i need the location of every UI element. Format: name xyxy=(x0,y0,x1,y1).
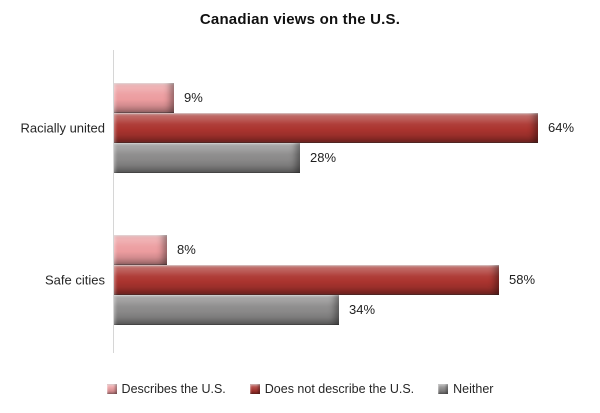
chart-title: Canadian views on the U.S. xyxy=(199,11,401,28)
legend-item-does-not-describe-the-u-s: Does not describe the U.S. xyxy=(249,382,415,396)
legend: Describes the U.S. Does not describe the … xyxy=(0,382,600,396)
legend-swatch-icon xyxy=(249,384,260,394)
category-label-racially-united: Racially united xyxy=(20,120,105,136)
legend-label: Describes the U.S. xyxy=(121,382,226,396)
legend-swatch-icon xyxy=(438,384,449,394)
value-label-does-not-describe-the-u-s-racially-united: 64% xyxy=(548,120,575,135)
bar-neither-racially-united xyxy=(114,143,300,173)
legend-item-neither: Neither xyxy=(438,382,493,396)
value-label-describes-the-u-s-racially-united: 9% xyxy=(184,90,203,105)
legend-swatch-icon xyxy=(106,384,117,394)
legend-label: Neither xyxy=(453,382,494,396)
legend-item-describes-the-u-s: Describes the U.S. xyxy=(106,382,226,396)
bar-describes-the-u-s-racially-united xyxy=(114,83,174,113)
bar-neither-safe-cities xyxy=(114,295,339,325)
value-label-neither-safe-cities: 34% xyxy=(349,302,376,317)
value-label-describes-the-u-s-safe-cities: 8% xyxy=(177,242,196,257)
legend-label: Does not describe the U.S. xyxy=(264,382,415,396)
bar-does-not-describe-the-u-s-racially-united xyxy=(114,113,538,143)
value-label-neither-racially-united: 28% xyxy=(310,150,337,165)
y-axis-line xyxy=(113,50,114,353)
value-label-does-not-describe-the-u-s-safe-cities: 58% xyxy=(509,272,536,287)
bar-describes-the-u-s-safe-cities xyxy=(114,235,167,265)
bar-does-not-describe-the-u-s-safe-cities xyxy=(114,265,499,295)
category-label-safe-cities: Safe cities xyxy=(45,272,105,288)
